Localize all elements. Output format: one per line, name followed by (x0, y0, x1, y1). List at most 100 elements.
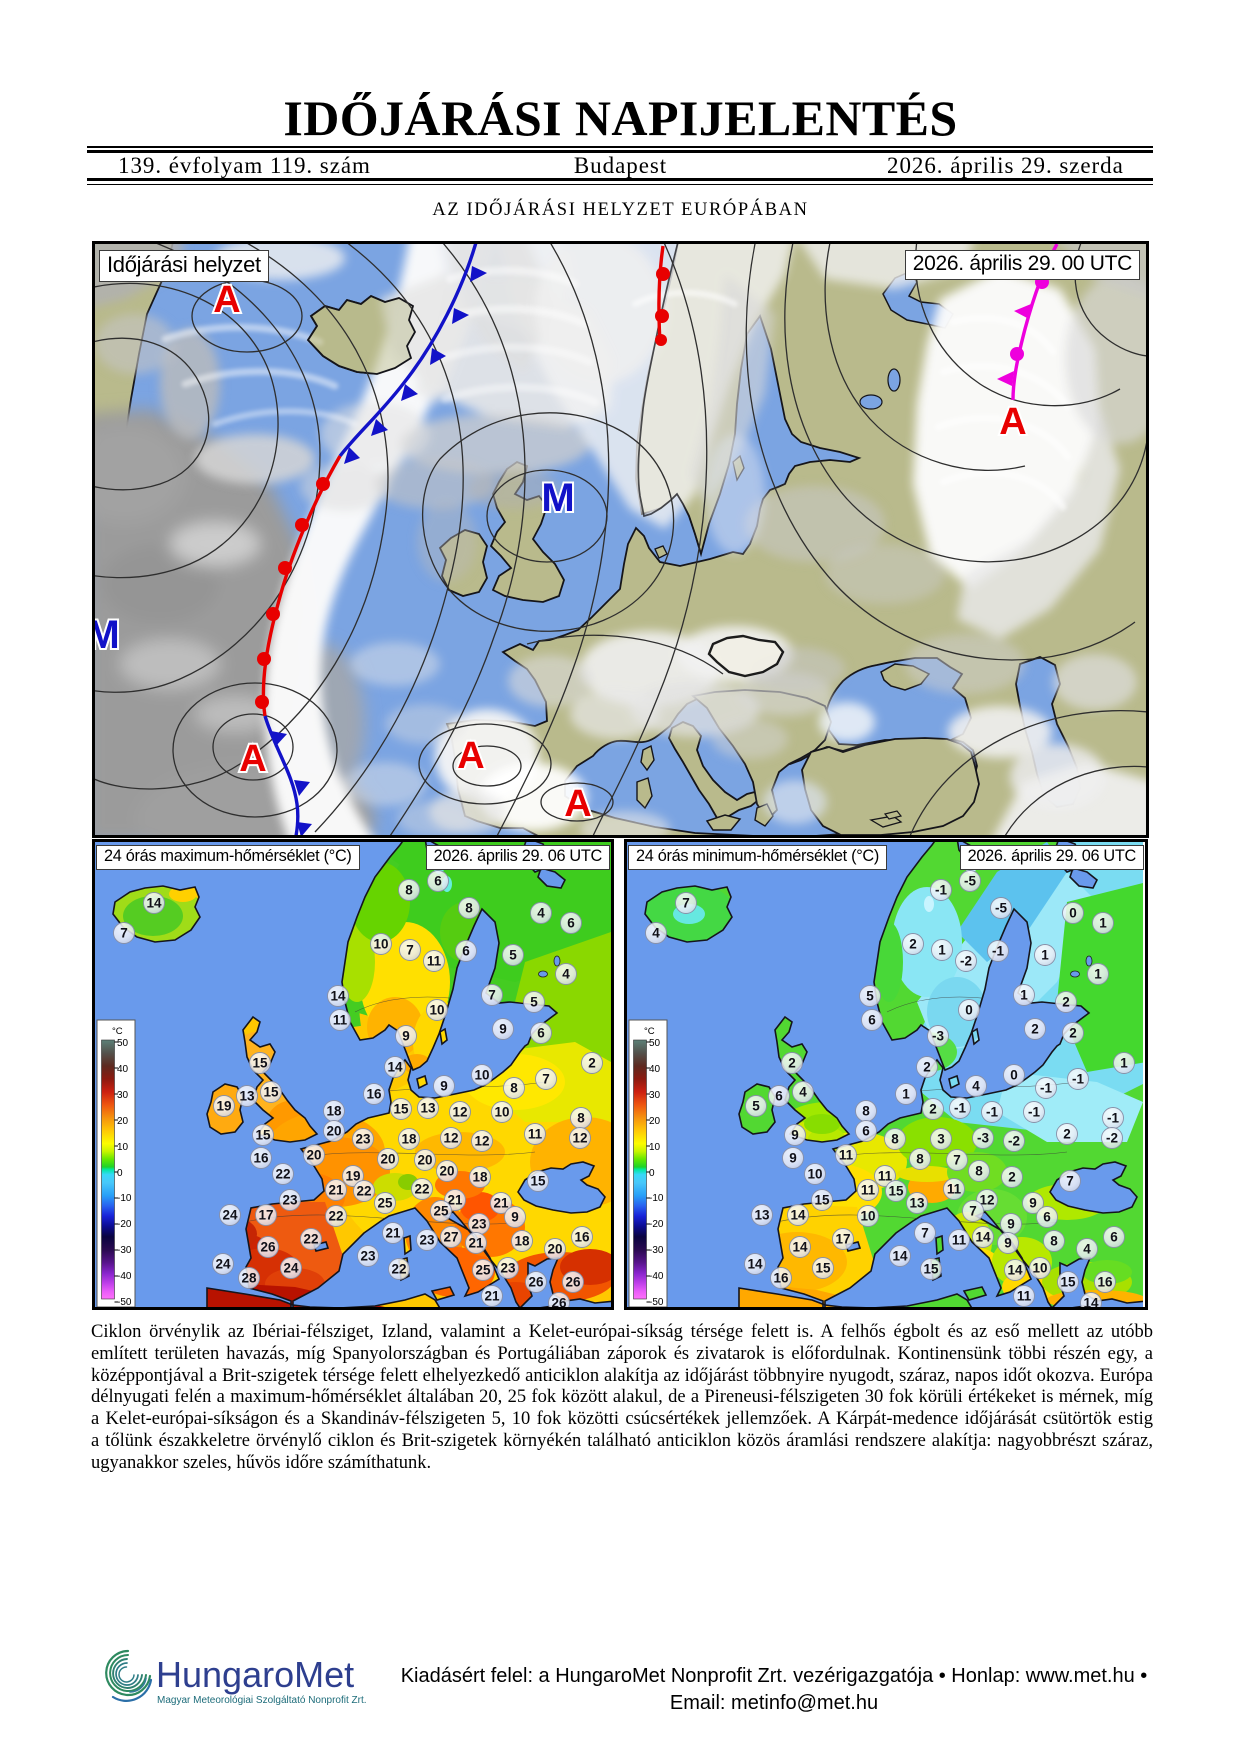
svg-text:-20: -20 (649, 1219, 664, 1230)
svg-text:0: 0 (117, 1168, 123, 1179)
svg-text:8: 8 (510, 1081, 518, 1096)
svg-text:15: 15 (530, 1174, 546, 1189)
svg-text:1: 1 (1020, 988, 1028, 1003)
svg-text:15: 15 (393, 1102, 409, 1117)
svg-text:-30: -30 (649, 1245, 664, 1256)
svg-text:6: 6 (1043, 1210, 1051, 1225)
svg-text:1: 1 (902, 1087, 910, 1102)
svg-text:8: 8 (916, 1152, 924, 1167)
svg-text:2: 2 (788, 1056, 796, 1071)
svg-text:10: 10 (117, 1142, 129, 1153)
svg-text:11: 11 (427, 954, 442, 969)
svg-text:6: 6 (868, 1013, 876, 1028)
svg-text:-1: -1 (954, 1101, 966, 1116)
svg-text:26: 26 (551, 1296, 567, 1307)
svg-text:13: 13 (909, 1196, 925, 1211)
svg-text:14: 14 (387, 1060, 403, 1075)
svg-text:30: 30 (649, 1090, 661, 1101)
svg-text:50: 50 (117, 1038, 129, 1049)
svg-text:8: 8 (862, 1104, 870, 1119)
svg-text:10: 10 (860, 1209, 875, 1224)
svg-text:6: 6 (862, 1124, 870, 1139)
svg-text:-20: -20 (117, 1219, 132, 1230)
svg-text:10: 10 (429, 1003, 444, 1018)
svg-text:9: 9 (440, 1079, 448, 1094)
svg-text:26: 26 (565, 1275, 581, 1290)
svg-text:2: 2 (1063, 1127, 1071, 1142)
svg-text:7: 7 (542, 1072, 550, 1087)
svg-text:2: 2 (909, 937, 917, 952)
svg-text:18: 18 (401, 1132, 417, 1147)
svg-text:M: M (541, 476, 574, 520)
svg-text:22: 22 (275, 1167, 290, 1182)
svg-text:-5: -5 (964, 874, 976, 889)
svg-text:8: 8 (975, 1164, 983, 1179)
svg-text:°C: °C (112, 1026, 123, 1037)
svg-text:-1: -1 (1028, 1105, 1040, 1120)
svg-text:-1: -1 (1040, 1081, 1052, 1096)
svg-text:8: 8 (891, 1132, 899, 1147)
svg-text:11: 11 (528, 1127, 543, 1142)
svg-text:-40: -40 (649, 1271, 664, 1282)
svg-text:22: 22 (356, 1184, 371, 1199)
svg-text:2: 2 (588, 1056, 596, 1071)
svg-text:-2: -2 (1106, 1131, 1118, 1146)
svg-text:16: 16 (574, 1230, 590, 1245)
svg-text:7: 7 (969, 1204, 977, 1219)
svg-text:2: 2 (929, 1102, 937, 1117)
svg-text:4: 4 (562, 967, 570, 982)
svg-text:-50: -50 (649, 1297, 664, 1307)
svg-text:4: 4 (1083, 1242, 1091, 1257)
svg-text:25: 25 (475, 1263, 491, 1278)
svg-text:A: A (239, 738, 266, 780)
svg-text:20: 20 (547, 1242, 562, 1257)
svg-text:5: 5 (530, 995, 538, 1010)
svg-text:15: 15 (1060, 1275, 1076, 1290)
svg-text:24: 24 (283, 1261, 299, 1276)
svg-text:8: 8 (1050, 1234, 1058, 1249)
svg-text:21: 21 (493, 1196, 509, 1211)
svg-text:1: 1 (1120, 1056, 1128, 1071)
svg-text:50: 50 (649, 1038, 661, 1049)
svg-text:15: 15 (255, 1128, 271, 1143)
svg-text:20: 20 (417, 1153, 432, 1168)
svg-text:0: 0 (649, 1168, 655, 1179)
svg-text:-3: -3 (977, 1131, 989, 1146)
svg-text:26: 26 (528, 1275, 544, 1290)
svg-text:25: 25 (433, 1204, 449, 1219)
svg-text:7: 7 (1066, 1174, 1074, 1189)
svg-text:A: A (999, 401, 1026, 443)
svg-text:9: 9 (789, 1151, 797, 1166)
svg-text:1: 1 (1099, 916, 1107, 931)
svg-text:11: 11 (839, 1148, 854, 1163)
svg-text:16: 16 (366, 1087, 382, 1102)
svg-text:27: 27 (443, 1230, 458, 1245)
svg-text:20: 20 (649, 1116, 661, 1127)
svg-text:12: 12 (474, 1134, 489, 1149)
svg-text:15: 15 (252, 1056, 268, 1071)
svg-text:20: 20 (306, 1148, 321, 1163)
svg-text:-1: -1 (992, 944, 1004, 959)
svg-text:19: 19 (345, 1169, 360, 1184)
svg-text:4: 4 (972, 1079, 980, 1094)
svg-text:5: 5 (509, 948, 517, 963)
svg-text:23: 23 (360, 1249, 376, 1264)
svg-text:2: 2 (1031, 1022, 1039, 1037)
svg-text:9: 9 (791, 1128, 799, 1143)
svg-text:14: 14 (330, 989, 346, 1004)
svg-text:23: 23 (282, 1193, 298, 1208)
svg-text:24: 24 (222, 1208, 238, 1223)
svg-text:7: 7 (953, 1153, 961, 1168)
svg-text:5: 5 (866, 989, 874, 1004)
svg-text:7: 7 (488, 988, 496, 1003)
svg-text:14: 14 (790, 1208, 806, 1223)
svg-text:10: 10 (474, 1068, 489, 1083)
svg-text:4: 4 (652, 926, 660, 941)
svg-text:M: M (95, 613, 120, 657)
svg-text:3: 3 (937, 1132, 945, 1147)
svg-text:-5: -5 (995, 901, 1007, 916)
svg-text:12: 12 (452, 1105, 467, 1120)
svg-text:22: 22 (328, 1209, 343, 1224)
svg-text:30: 30 (117, 1090, 129, 1101)
svg-text:1: 1 (1041, 948, 1049, 963)
